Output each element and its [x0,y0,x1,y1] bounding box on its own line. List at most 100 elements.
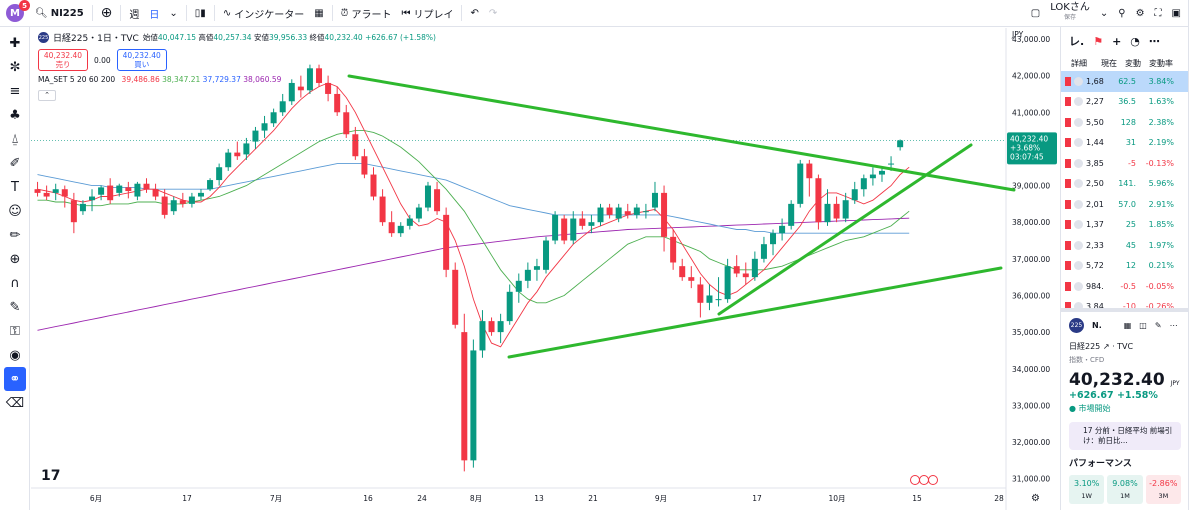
event-icon[interactable] [928,475,938,485]
symbol-logo-icon [1074,220,1083,230]
redo-button[interactable]: ↷ [484,0,502,27]
indicators-button[interactable]: ∿ インジケーター [218,0,309,27]
col-change[interactable]: 変動 [1125,58,1141,68]
chart-circle-icon[interactable]: ◔ [1130,34,1140,48]
more-icon[interactable]: ⋯ [1148,34,1160,48]
chart-type-button[interactable]: ▯▮ [190,0,211,27]
details-change-pct: +1.58% [1116,390,1158,401]
trendline-rising[interactable] [717,143,973,316]
row-pct: 1.97% [1148,240,1174,250]
watchlist-row[interactable]: 1,37 25 1.85% [1061,215,1188,236]
link-icon[interactable]: ⚭ [4,367,26,391]
layout-button[interactable]: ▢ [1026,0,1045,27]
watchlist-row[interactable]: 2,33 45 1.97% [1061,235,1188,256]
watchlist-row[interactable]: 3,85 -5 -0.13% [1061,153,1188,174]
brush-tool-icon[interactable]: ✐ [9,155,21,171]
watchlist-row[interactable]: 1,68 62.5 3.84% [1061,71,1188,92]
chevron-down-icon: ⌄ [169,7,178,19]
ma-legend[interactable]: MA_SET 5 20 60 200 39,486.86 38,347.21 3… [38,75,281,84]
undo-button[interactable]: ↶ [465,0,483,27]
event-icon[interactable] [910,475,920,485]
user-menu[interactable]: LOKさん 保存 [1045,0,1095,27]
candle-body [107,185,114,201]
pattern-tool-icon[interactable]: ♣ [9,107,21,123]
watchlist-row[interactable]: 984. -0.5 -0.05% [1061,276,1188,297]
buy-button[interactable]: 40,232.40 買い [116,49,167,71]
eye-icon[interactable]: ◉ [9,347,21,363]
alert-button[interactable]: ⏰︎ アラート [336,0,397,27]
interval-day-button[interactable]: 日 [144,0,164,27]
perf-cell[interactable]: -2.86% 3M [1145,475,1181,504]
col-detail[interactable]: 詳細 [1071,58,1087,68]
row-price: 3,84 [1086,302,1104,312]
trendline-upper[interactable] [347,74,1016,192]
interval-week-button[interactable]: 週 [124,0,144,27]
settings-button[interactable]: ⚙︎ [1131,0,1150,27]
text-tool-icon[interactable]: T [11,179,19,195]
col-price[interactable]: 現在 [1101,58,1117,68]
external-link-icon[interactable]: ↗ [1102,342,1110,351]
perf-cell[interactable]: 3.10% 1W [1069,475,1105,504]
row-change: 62.5 [1118,76,1136,86]
camera-icon: ▣ [1171,7,1181,19]
trash-icon[interactable]: ⌫ [5,395,25,411]
legend-collapse-button[interactable]: ⌃ [38,90,56,101]
watchlist-row[interactable]: 2,27 36.5 1.63% [1061,92,1188,113]
lock-icon[interactable]: ⚿ [10,323,20,339]
interval-dropdown[interactable]: ⌄ [164,0,182,27]
emoji-tool-icon[interactable]: ☺ [8,203,22,219]
snapshot-button[interactable]: ▣ [1167,0,1186,27]
interval-week-label: 週 [129,9,140,21]
sell-button[interactable]: 40,232.40 売り [38,49,88,71]
trendline-tool-icon[interactable]: ✼ [9,59,21,75]
col-pct[interactable]: 変動率 [1149,58,1173,68]
crosshair-tool-icon[interactable]: ✚ [9,35,21,51]
candle-body [297,86,304,91]
forecast-tool-icon[interactable]: ⍙ [11,131,19,147]
candle-body [797,163,804,204]
watchlist-row[interactable]: 1,44 31 2.19% [1061,133,1188,154]
row-change: 128 [1120,117,1136,127]
grid-icon[interactable]: ▦ [1123,321,1132,330]
compare-button[interactable]: ⊕ [96,0,118,27]
row-pct: -0.13% [1145,158,1174,168]
news-item[interactable]: 17 分前・日経平均 前場引け：前日比... [1069,422,1181,450]
zoom-in-icon[interactable]: ⊕ [9,251,21,267]
watchlist-row[interactable]: 2,01 57.0 2.91% [1061,194,1188,215]
candle-body [661,192,668,237]
candle-body [243,143,250,155]
flag-icon[interactable]: ⚑ [1093,34,1104,48]
watchlist-row[interactable]: 5,72 12 0.21% [1061,256,1188,277]
more-icon[interactable]: ⋯ [1169,321,1178,330]
fullscreen-button[interactable]: ⛶ [1150,0,1167,27]
quick-search-button[interactable]: ⚲ [1113,0,1130,27]
templates-button[interactable]: ▦ [309,0,328,27]
magnet-icon[interactable]: ∩ [10,275,20,291]
stay-drawing-icon[interactable]: ✎ [9,299,21,315]
event-icon[interactable] [919,475,929,485]
replay-button[interactable]: ⏮︎ リプレイ [396,0,458,27]
watchlist-row[interactable]: 5,50 128 2.38% [1061,112,1188,133]
watchlist-title[interactable]: レ. [1069,35,1085,48]
user-dropdown[interactable]: ⌄ [1095,0,1113,27]
perf-value: -2.86% [1149,479,1178,488]
price-chart[interactable]: 43,000.0042,000.0041,000.0040,000.0039,0… [31,28,1059,510]
edit-icon[interactable]: ✎ [1154,321,1162,330]
trendline-lower[interactable] [507,266,1003,359]
horizontal-lines-tool-icon[interactable]: ≡ [9,83,21,99]
watchlist-row[interactable]: 3,84 -10 -0.26% [1061,297,1188,318]
symbol-title[interactable]: 日経225・1日・TVC [53,34,139,44]
time-tick-label: 16 [363,494,373,503]
profile-logo[interactable]: M 5 [6,0,30,22]
watchlist-row[interactable]: 2,50 141. 5.96% [1061,174,1188,195]
perf-cell[interactable]: 9.08% 1M [1107,475,1143,504]
candle-body [207,180,214,190]
add-symbol-icon[interactable]: + [1112,34,1122,48]
symbol-search[interactable]: 🔍︎ NI225 [30,0,89,27]
ruler-tool-icon[interactable]: ✏︎ [9,227,21,243]
layout-icon[interactable]: ◫ [1139,321,1147,330]
axis-settings-icon[interactable]: ⚙ [1031,493,1040,504]
candle-body [833,203,840,219]
ma200-value: 38,060.59 [243,75,282,84]
perf-value: 3.10% [1073,479,1100,488]
